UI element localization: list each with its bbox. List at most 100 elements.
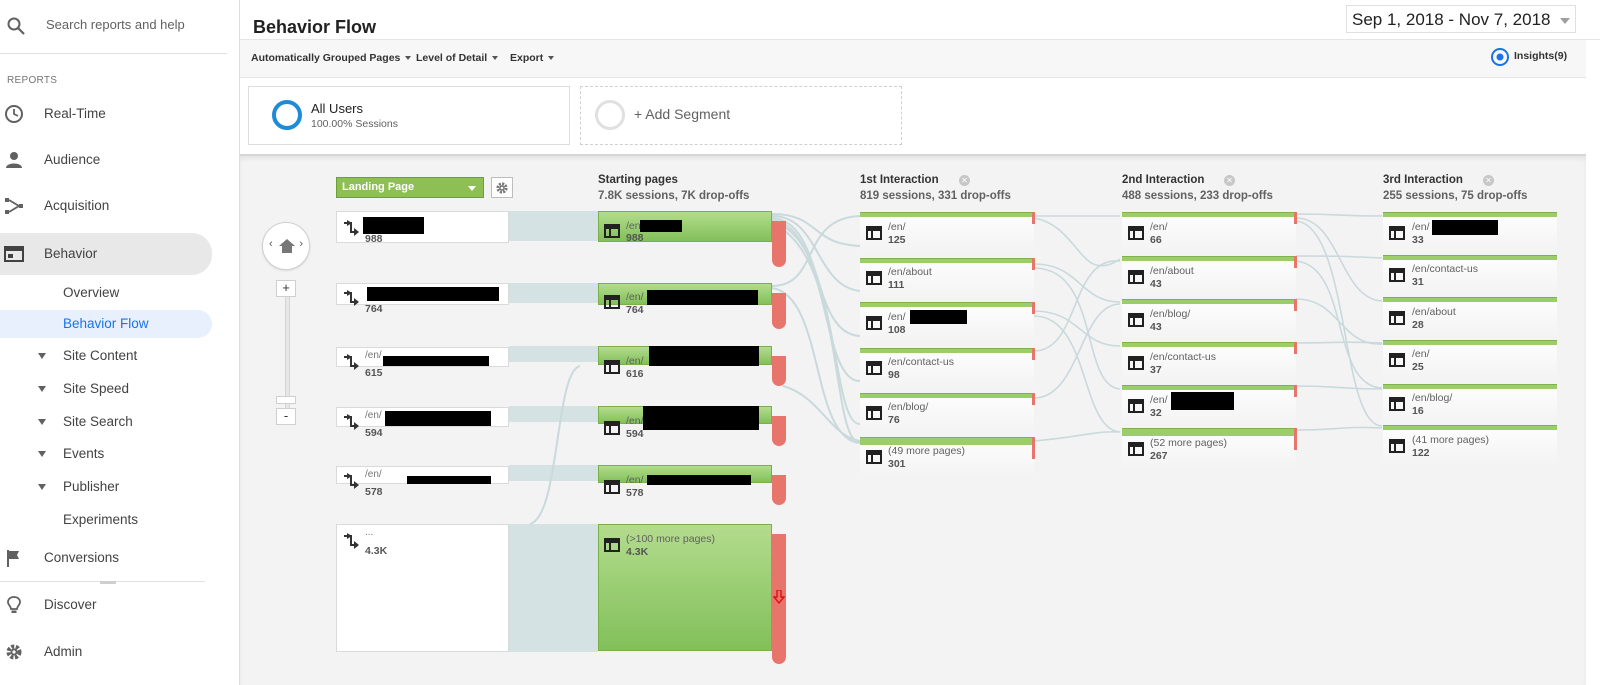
remove-step-icon[interactable]: ✕: [959, 175, 970, 186]
zoom-out-button[interactable]: -: [276, 408, 296, 425]
nav-item-behavior[interactable]: Behavior: [0, 233, 212, 275]
add-segment-button[interactable]: + Add Segment: [580, 86, 902, 145]
expand-caret-icon: [38, 484, 46, 490]
reports-section-label: REPORTS: [7, 75, 58, 86]
page-path: /en/: [1412, 221, 1430, 233]
sub-label: Site Speed: [63, 381, 130, 396]
landing-node[interactable]: ... 4.3K: [336, 524, 509, 652]
redaction-block: [1171, 392, 1234, 410]
nav-item-discover[interactable]: Discover: [0, 586, 212, 624]
chevron-down-icon: [468, 186, 476, 191]
page-sessions: 31: [1412, 276, 1424, 288]
expand-caret-icon: [38, 419, 46, 425]
page-sessions: 28: [1412, 319, 1424, 331]
export-dropdown[interactable]: Export: [510, 52, 555, 64]
column-stats: 255 sessions, 75 drop-offs: [1383, 190, 1528, 202]
search-icon: [7, 17, 25, 35]
remove-step-icon[interactable]: ✕: [1224, 175, 1235, 186]
page-icon: [1389, 268, 1405, 282]
page-path: /en/: [626, 220, 644, 232]
nav-item-real-time[interactable]: Real-Time: [0, 95, 212, 133]
page-sessions: 76: [888, 414, 900, 426]
insights-icon: [1491, 48, 1509, 66]
dropoff-bar[interactable]: [772, 475, 786, 505]
page-icon: [866, 406, 882, 420]
zoom-in-button[interactable]: +: [276, 280, 296, 297]
report-toolbar: Automatically Grouped Pages Level of Det…: [240, 40, 1586, 78]
nav-item-acquisition[interactable]: Acquisition: [0, 187, 212, 225]
sub-item-site-speed[interactable]: Site Speed: [0, 375, 212, 403]
page-sessions: 764: [626, 304, 644, 316]
remove-step-icon[interactable]: ✕: [1483, 175, 1494, 186]
dropoff-bar[interactable]: [772, 356, 786, 386]
sub-item-site-content[interactable]: Site Content: [0, 342, 212, 370]
dropoff-bar[interactable]: [772, 534, 786, 664]
page-path: /en/about: [1150, 265, 1194, 277]
dropoff-bar[interactable]: [772, 221, 786, 267]
dimension-select[interactable]: Landing Page: [336, 177, 484, 198]
search-box[interactable]: Search reports and help: [0, 0, 227, 54]
page-sessions: 122: [1412, 447, 1430, 459]
page-sessions: 32: [1150, 407, 1162, 419]
redaction-block: [363, 217, 424, 234]
grouped-pages-dropdown[interactable]: Automatically Grouped Pages: [251, 52, 412, 64]
segment-all-users[interactable]: All Users 100.00% Sessions: [248, 86, 570, 145]
nav-item-admin[interactable]: Admin: [0, 633, 212, 671]
sub-item-publisher[interactable]: Publisher: [0, 473, 212, 501]
sub-item-behavior-flow[interactable]: Behavior Flow: [0, 310, 212, 338]
report-header: Behavior Flow Sep 1, 2018 - Nov 7, 2018: [240, 0, 1600, 40]
column-title: 3rd Interaction: [1383, 174, 1463, 186]
dropoff-arrow-icon: [773, 590, 785, 604]
dropoff-bar[interactable]: [772, 293, 786, 329]
page-sessions: 37: [1150, 364, 1162, 376]
redaction-block: [1432, 220, 1498, 235]
page-sessions: 267: [1150, 450, 1168, 462]
redaction-block: [385, 411, 491, 426]
zoom-slider-track[interactable]: [285, 289, 290, 409]
nav-label: Behavior: [44, 246, 98, 261]
page-path: /en/about: [1412, 306, 1456, 318]
sub-label: Publisher: [63, 479, 120, 494]
sub-item-experiments[interactable]: Experiments: [0, 506, 212, 534]
pan-right-icon[interactable]: ›: [299, 238, 303, 250]
date-range-picker[interactable]: Sep 1, 2018 - Nov 7, 2018: [1346, 5, 1576, 33]
page-icon: [866, 271, 882, 285]
sidebar: Search reports and help REPORTS Real-Tim…: [0, 0, 240, 685]
nav-item-audience[interactable]: Audience: [0, 141, 212, 179]
column-title: 2nd Interaction: [1122, 174, 1205, 186]
column-header-starting: Starting pages 7.8K sessions, 7K drop-of…: [598, 174, 749, 202]
page-path: /en/blog/: [1150, 308, 1191, 320]
sub-item-site-search[interactable]: Site Search: [0, 408, 212, 436]
flag-icon: [7, 550, 19, 567]
flow-settings-button[interactable]: [491, 177, 513, 198]
page-icon: [604, 295, 620, 309]
zoom-slider-handle[interactable]: [276, 396, 296, 404]
level-of-detail-dropdown[interactable]: Level of Detail: [416, 52, 499, 64]
person-icon: [6, 152, 22, 168]
sub-item-overview[interactable]: Overview: [0, 279, 212, 307]
page-path: /en/: [626, 291, 644, 303]
sub-label: Overview: [63, 285, 120, 300]
home-icon[interactable]: [278, 238, 296, 254]
page-path: /en/contact-us: [1150, 351, 1216, 363]
redaction-block: [367, 287, 499, 301]
behavior-flow-canvas[interactable]: ‹ › + - Landing Page Starting pages 7.8K…: [240, 154, 1586, 685]
page-icon: [1389, 226, 1405, 240]
redaction-block: [910, 310, 967, 324]
sub-item-events[interactable]: Events: [0, 440, 212, 468]
chevron-down-icon: [548, 56, 555, 61]
page-path: /en/blog/: [888, 401, 929, 413]
page-icon: [866, 361, 882, 375]
pan-control[interactable]: ‹ ›: [262, 222, 310, 270]
page-icon: [604, 360, 620, 374]
gear-icon: [496, 182, 508, 194]
page-path: (>100 more pages): [626, 533, 716, 545]
column-stats: 819 sessions, 331 drop-offs: [860, 190, 1011, 202]
page-sessions: 616: [626, 368, 644, 380]
chevron-down-icon: [492, 56, 499, 61]
dropoff-bar[interactable]: [772, 416, 786, 446]
pan-left-icon[interactable]: ‹: [269, 238, 273, 250]
nav-item-conversions[interactable]: Conversions: [0, 539, 212, 577]
page-path: (49 more pages): [888, 445, 966, 457]
